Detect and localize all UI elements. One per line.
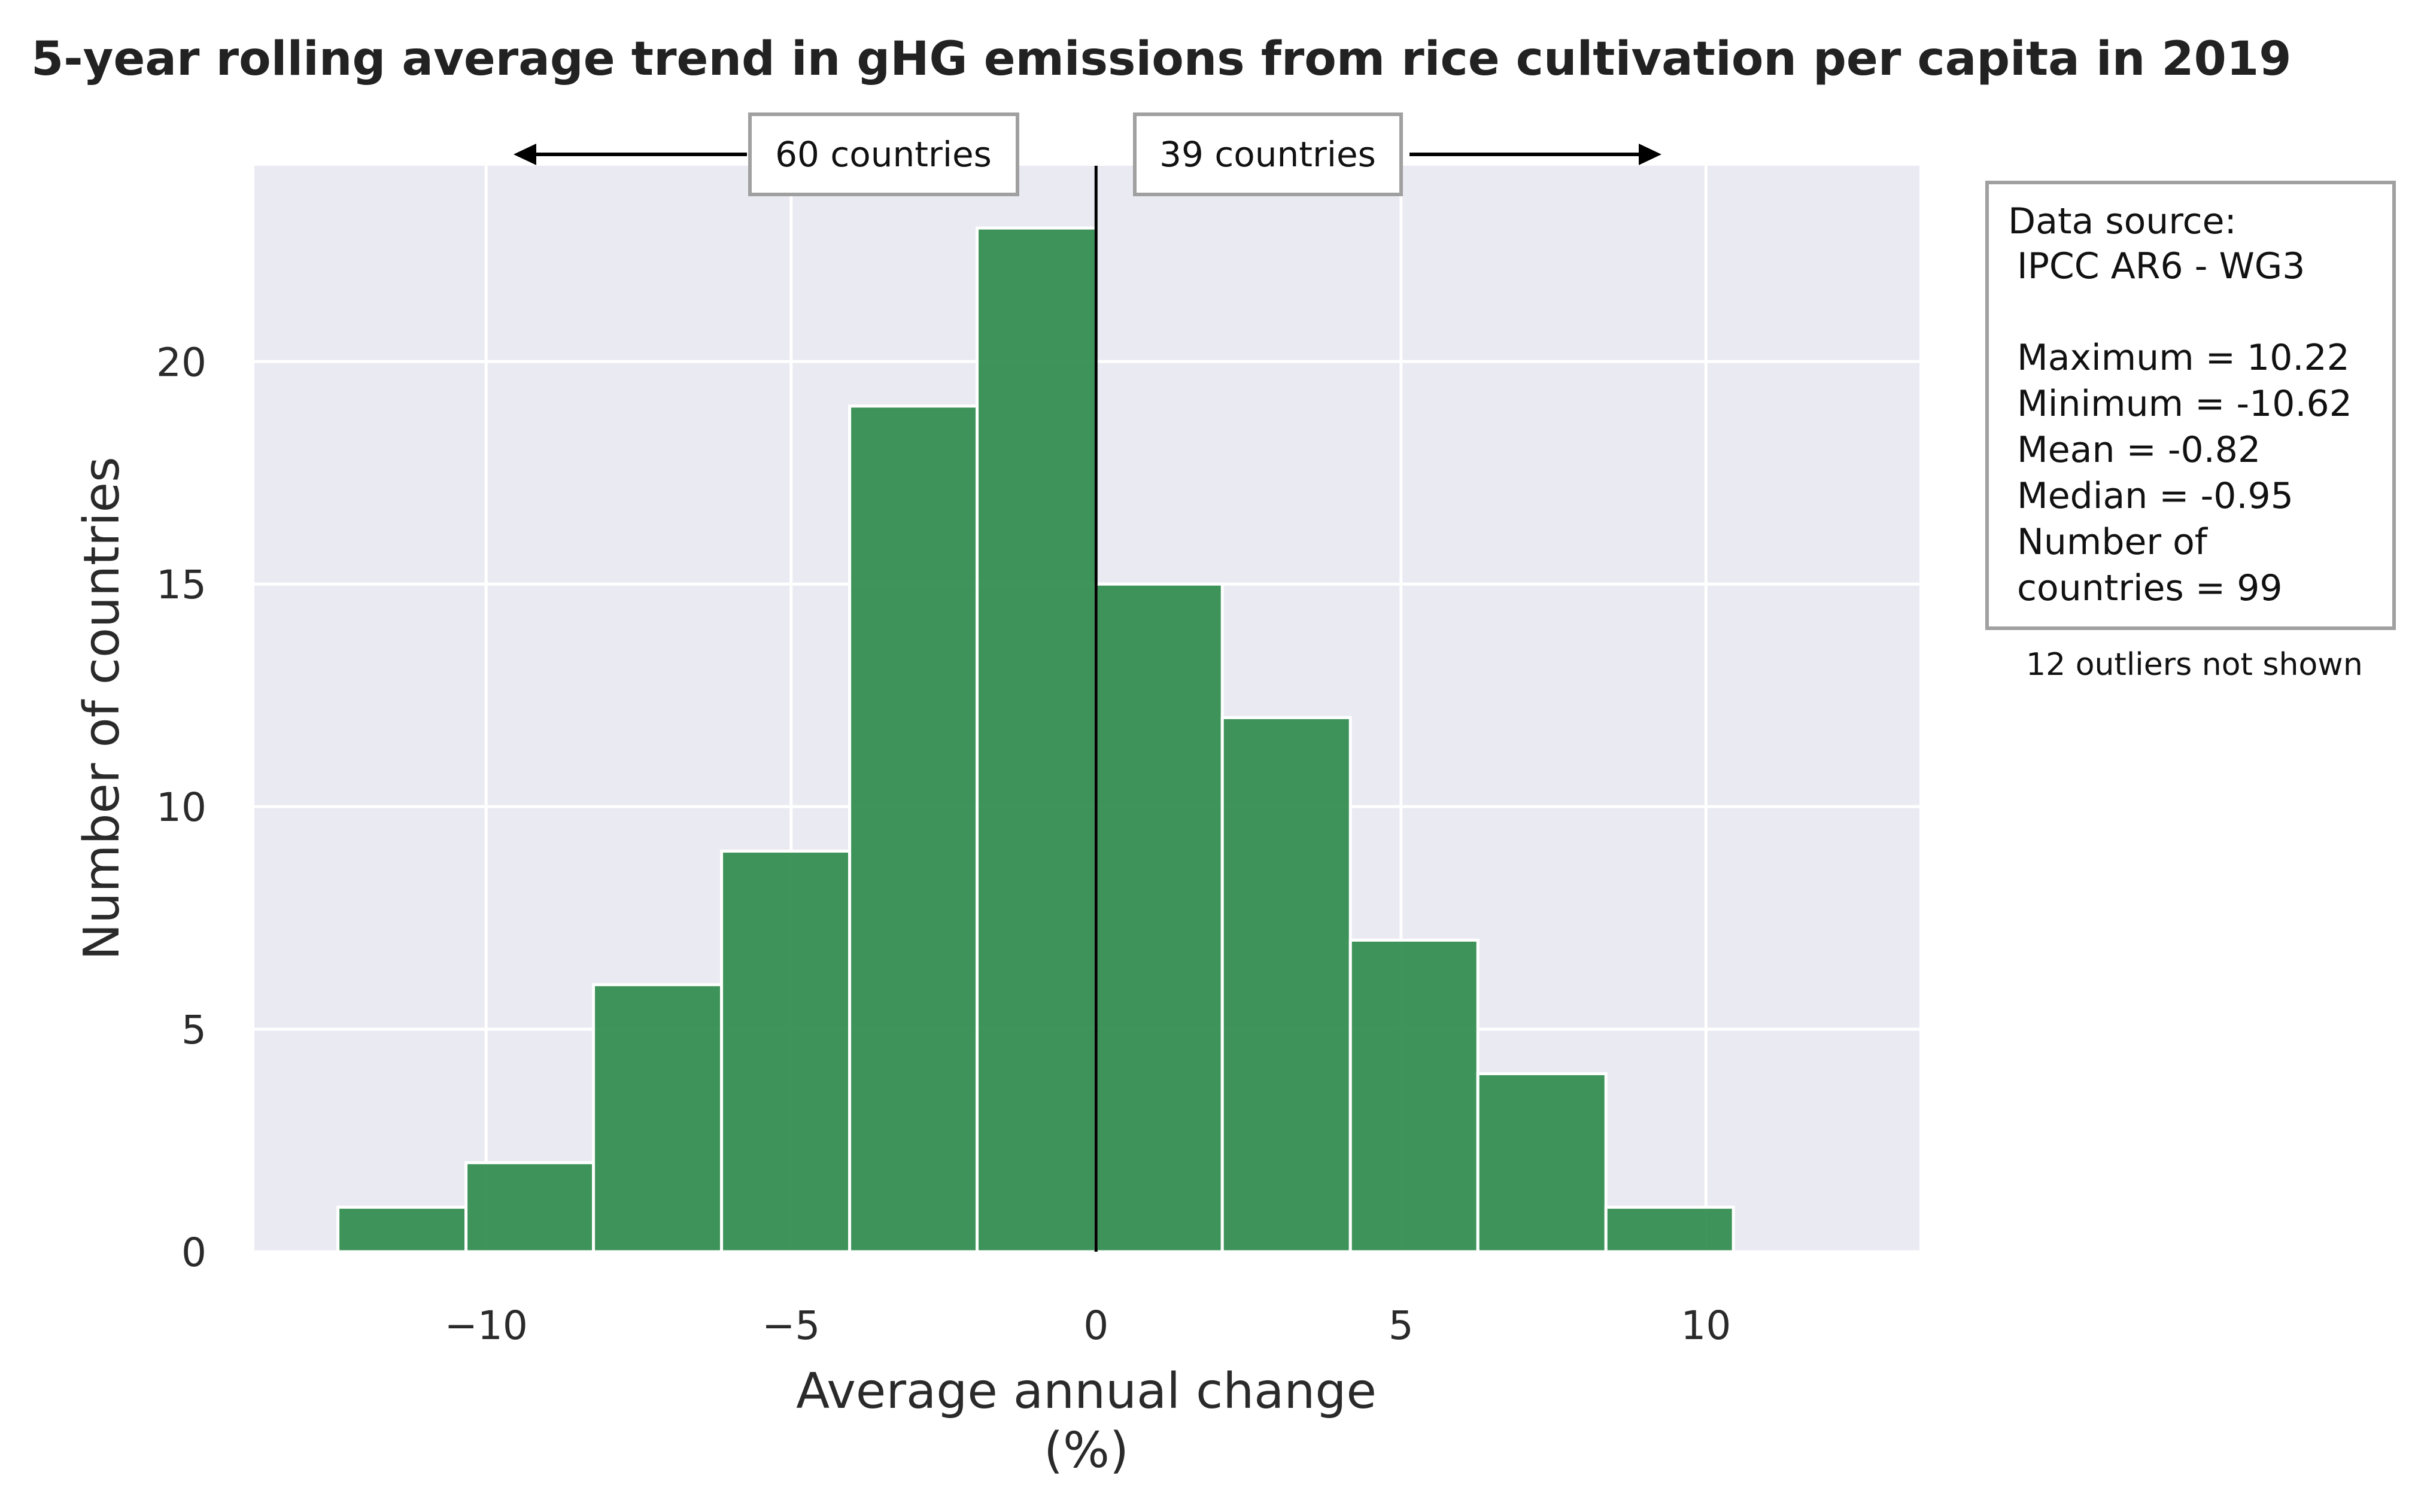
stat-minimum: Minimum = -10.62 bbox=[2017, 383, 2352, 425]
left-count-label: 60 countries bbox=[775, 134, 992, 175]
y-tick-label-1: 5 bbox=[181, 1007, 206, 1053]
right-arrow-head bbox=[1639, 144, 1661, 165]
histogram-bar-8 bbox=[1348, 938, 1480, 1254]
y-tick-label-3: 15 bbox=[156, 562, 206, 608]
y-tick-label-0: 0 bbox=[181, 1230, 206, 1276]
histogram-bar-0 bbox=[336, 1206, 468, 1254]
x-tick-label-2: 0 bbox=[1083, 1303, 1108, 1349]
histogram-bar-6 bbox=[1094, 582, 1224, 1254]
right-count-box bbox=[1133, 112, 1403, 196]
x-tick-label-3: 5 bbox=[1389, 1303, 1414, 1349]
histogram-bar-1 bbox=[464, 1161, 596, 1254]
y-tick-label-4: 20 bbox=[156, 339, 206, 385]
histogram-bar-4 bbox=[848, 404, 979, 1254]
histogram-bar-7 bbox=[1220, 716, 1352, 1254]
histogram-bar-3 bbox=[720, 850, 852, 1254]
stat-mean: Mean = -0.82 bbox=[2017, 429, 2261, 471]
left-arrow-head bbox=[514, 144, 536, 165]
data-source-label: Data source: bbox=[2008, 200, 2237, 242]
x-tick-label-0: −10 bbox=[445, 1303, 528, 1349]
histogram-bar-10 bbox=[1604, 1206, 1735, 1254]
x-tick-labels: −10 −5 0 5 10 bbox=[445, 1303, 1731, 1349]
left-count-box bbox=[748, 112, 1019, 196]
histogram-bar-5 bbox=[976, 226, 1098, 1254]
histogram-bars bbox=[336, 226, 1735, 1254]
right-count-label: 39 countries bbox=[1159, 134, 1376, 175]
y-axis-label: Number of countries bbox=[74, 457, 130, 960]
stat-count-value: countries = 99 bbox=[2017, 567, 2283, 609]
x-tick-label-4: 10 bbox=[1681, 1303, 1731, 1349]
x-axis-unit: (%) bbox=[1044, 1422, 1129, 1479]
histogram-bar-9 bbox=[1476, 1072, 1608, 1254]
stat-maximum: Maximum = 10.22 bbox=[2017, 337, 2350, 379]
outliers-note: 12 outliers not shown bbox=[2026, 647, 2363, 683]
stat-count-label: Number of bbox=[2017, 521, 2209, 563]
histogram-bar-2 bbox=[592, 983, 724, 1254]
y-tick-labels: 0 5 10 15 20 bbox=[156, 339, 206, 1276]
y-tick-label-2: 10 bbox=[156, 784, 206, 830]
x-tick-label-1: −5 bbox=[762, 1303, 820, 1349]
chart-title: 5-year rolling average trend in gHG emis… bbox=[31, 32, 2292, 86]
data-source-value: IPCC AR6 - WG3 bbox=[2017, 245, 2305, 287]
stat-median: Median = -0.95 bbox=[2017, 475, 2293, 517]
stats-box bbox=[1985, 181, 2396, 630]
x-axis-label: Average annual change bbox=[796, 1363, 1377, 1420]
